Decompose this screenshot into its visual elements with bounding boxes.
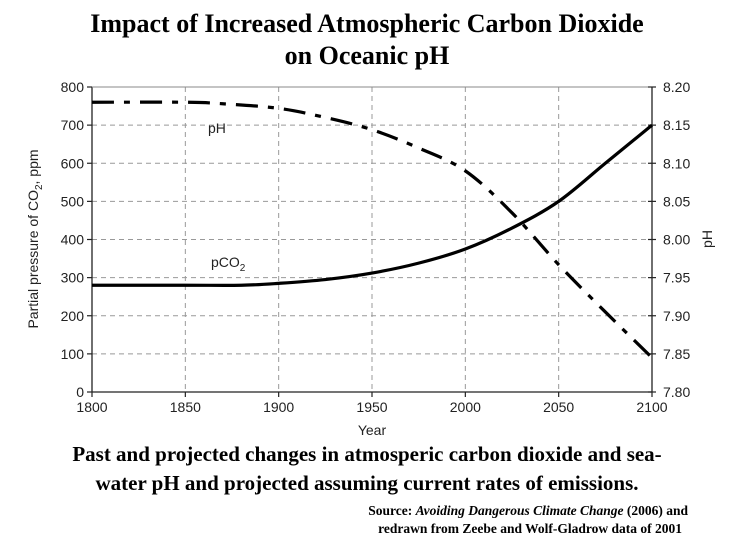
series-line-pco2: [91, 123, 654, 287]
y2-tick-label: 7.80: [663, 384, 690, 400]
caption-line1: Past and projected changes in atmosperic…: [72, 442, 662, 466]
chart-title-line2: on Oceanic pH: [284, 41, 450, 70]
y-tick-label: 800: [61, 79, 85, 95]
x-tick-label: 2050: [543, 399, 574, 415]
ticks: 1800 1850 1900 1950 2000 2050 2100 0 100 200 300 40…: [61, 79, 691, 415]
series-label-pco2-text: pCO: [211, 254, 240, 270]
y-tick-label: 400: [61, 232, 85, 248]
source-line2: redrawn from Zeebe and Wolf-Gladrow data…: [378, 521, 682, 536]
y-tick-label: 300: [61, 270, 85, 286]
x-tick-label: 1900: [263, 399, 294, 415]
y2-axis-label: pH: [699, 230, 715, 248]
y-axis-label: Partial pressure of CO2, ppm: [25, 149, 45, 328]
y2-tick-label: 8.05: [663, 193, 690, 209]
source-suffix: (2006) and: [623, 503, 688, 518]
y-axis-label-unit: , ppm: [25, 149, 41, 184]
x-tick-label: 2100: [636, 399, 667, 415]
x-tick-label: 1800: [76, 399, 107, 415]
chart-title-line1: Impact of Increased Atmospheric Carbon D…: [90, 9, 644, 38]
series-label-pco2-sub: 2: [240, 263, 246, 274]
y2-tick-label: 7.85: [663, 346, 690, 362]
series-label-ph: pH: [208, 120, 226, 136]
labels: Year Partial pressure of CO2, ppm pH pH …: [25, 120, 715, 438]
x-axis-label: Year: [358, 422, 387, 438]
y2-tick-label: 8.15: [663, 117, 690, 133]
series-label-pco2: pCO2: [211, 254, 246, 274]
y-tick-label: 100: [61, 346, 85, 362]
y-axis-label-sub: 2: [34, 184, 45, 190]
y2-tick-label: 8.10: [663, 155, 690, 171]
x-tick-label: 1850: [170, 399, 201, 415]
y2-tick-label: 7.90: [663, 308, 690, 324]
source-line1: Source: Avoiding Dangerous Climate Chang…: [368, 502, 688, 519]
y2-tick-label: 8.00: [663, 232, 690, 248]
y2-tick-label: 8.20: [663, 79, 690, 95]
y-tick-label: 700: [61, 117, 85, 133]
series-line-ph: [91, 100, 654, 359]
x-tick-label: 1950: [356, 399, 387, 415]
grid: [92, 87, 652, 392]
y-axis-label-text: Partial pressure of CO: [25, 190, 41, 329]
y-tick-label: 500: [61, 193, 85, 209]
chart: 1800 1850 1900 1950 2000 2050 2100 0 100 200 300 40…: [25, 79, 715, 438]
source-prefix: Source:: [368, 503, 416, 518]
series-lines: [91, 100, 654, 359]
y2-tick-label: 7.95: [663, 270, 690, 286]
y-tick-label: 0: [76, 384, 84, 400]
caption-line2: water pH and projected assuming current …: [95, 471, 639, 495]
y-tick-label: 200: [61, 308, 85, 324]
source-title: Avoiding Dangerous Climate Change: [415, 503, 624, 518]
x-tick-label: 2000: [450, 399, 481, 415]
y-tick-label: 600: [61, 155, 85, 171]
